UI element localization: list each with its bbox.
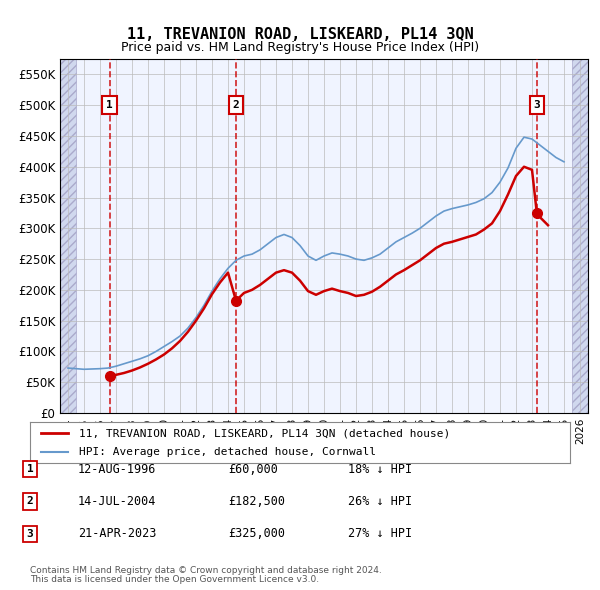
- Text: £182,500: £182,500: [228, 495, 285, 508]
- Text: 12-AUG-1996: 12-AUG-1996: [78, 463, 157, 476]
- Text: 2: 2: [26, 497, 34, 506]
- Bar: [60, 59, 76, 413]
- Text: 11, TREVANION ROAD, LISKEARD, PL14 3QN: 11, TREVANION ROAD, LISKEARD, PL14 3QN: [127, 27, 473, 41]
- Text: 11, TREVANION ROAD, LISKEARD, PL14 3QN (detached house): 11, TREVANION ROAD, LISKEARD, PL14 3QN (…: [79, 428, 450, 438]
- Text: £60,000: £60,000: [228, 463, 278, 476]
- Text: 1: 1: [26, 464, 34, 474]
- Text: Contains HM Land Registry data © Crown copyright and database right 2024.: Contains HM Land Registry data © Crown c…: [30, 566, 382, 575]
- Text: 1: 1: [106, 100, 113, 110]
- Text: 3: 3: [26, 529, 34, 539]
- Text: 2: 2: [233, 100, 239, 110]
- Text: 21-APR-2023: 21-APR-2023: [78, 527, 157, 540]
- Text: 27% ↓ HPI: 27% ↓ HPI: [348, 527, 412, 540]
- Text: 26% ↓ HPI: 26% ↓ HPI: [348, 495, 412, 508]
- Text: Price paid vs. HM Land Registry's House Price Index (HPI): Price paid vs. HM Land Registry's House …: [121, 41, 479, 54]
- Text: 3: 3: [533, 100, 540, 110]
- Bar: [572, 59, 588, 413]
- Text: 18% ↓ HPI: 18% ↓ HPI: [348, 463, 412, 476]
- Text: HPI: Average price, detached house, Cornwall: HPI: Average price, detached house, Corn…: [79, 447, 376, 457]
- Text: 14-JUL-2004: 14-JUL-2004: [78, 495, 157, 508]
- Text: £325,000: £325,000: [228, 527, 285, 540]
- Text: This data is licensed under the Open Government Licence v3.0.: This data is licensed under the Open Gov…: [30, 575, 319, 584]
